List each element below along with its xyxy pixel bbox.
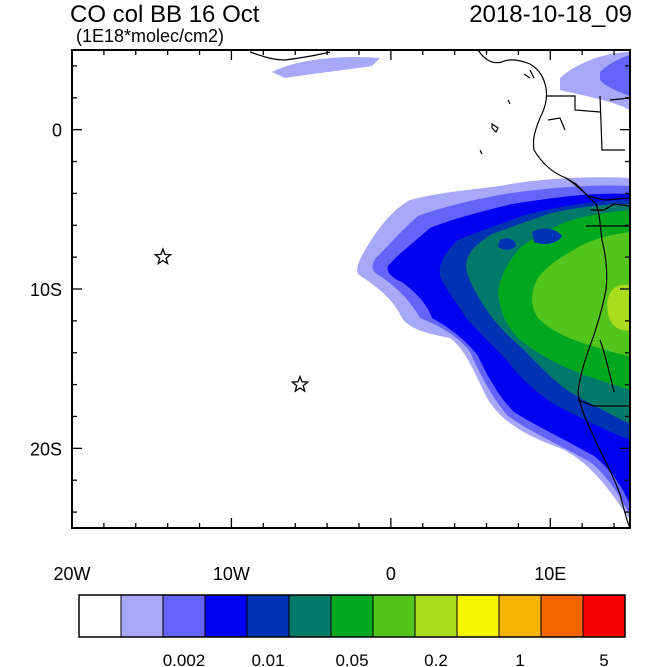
y-tick-label: 0 (52, 121, 62, 141)
map-title: CO col BB 16 Oct (70, 1, 260, 28)
colorbar-swatch (162, 594, 206, 638)
colorbar-swatch (120, 594, 164, 638)
colorbar-swatch (456, 594, 500, 638)
plume-patch-a (532, 228, 562, 244)
axis-ticks (71, 50, 630, 528)
colorbar-swatch (330, 594, 374, 638)
colorbar-swatch (540, 594, 584, 638)
colorbar-swatch (498, 594, 542, 638)
site-markers (153, 247, 310, 393)
colorbar-label: 5 (599, 651, 608, 667)
colorbar-label: 0.2 (424, 651, 448, 667)
colorbar-swatch (414, 594, 458, 638)
colorbar-label: 0.002 (163, 651, 206, 667)
units-label: (1E18*molec/cm2) (76, 26, 225, 46)
colorbar-swatch (582, 594, 626, 638)
plume-patch-b (498, 238, 516, 250)
plume-layer-8 (607, 284, 630, 331)
x-tick-label: 10E (534, 564, 566, 584)
colorbar-swatch (246, 594, 290, 638)
co-plume (272, 52, 630, 521)
colorbar-frame (78, 594, 626, 638)
colorbar-label: 0.05 (335, 651, 368, 667)
y-tick-label: 20S (30, 439, 62, 459)
colorbar-label: 0.01 (251, 651, 284, 667)
colorbar-swatch (372, 594, 416, 638)
colorbar-swatch (288, 594, 332, 638)
colorbar: 0.002 0.01 0.05 0.2 1 5 (78, 594, 626, 667)
plume-north-light (272, 56, 380, 78)
colorbar-label: 1 (515, 651, 524, 667)
x-tick-label: 0 (386, 564, 396, 584)
star-marker-icon (153, 247, 173, 266)
plume-ne-mid (600, 55, 630, 96)
colorbar-swatch (78, 594, 122, 638)
x-tick-label: 10W (213, 564, 250, 584)
coastline (249, 50, 630, 528)
x-tick-label: 20W (53, 564, 90, 584)
timestamp-label: 2018-10-18_09 (469, 1, 632, 28)
star-marker-icon (290, 374, 310, 393)
colorbar-swatch (204, 594, 248, 638)
y-tick-label: 10S (30, 280, 62, 300)
axis-tick-labels: 20W 10W 0 10E 0 10S 20S (30, 121, 566, 584)
